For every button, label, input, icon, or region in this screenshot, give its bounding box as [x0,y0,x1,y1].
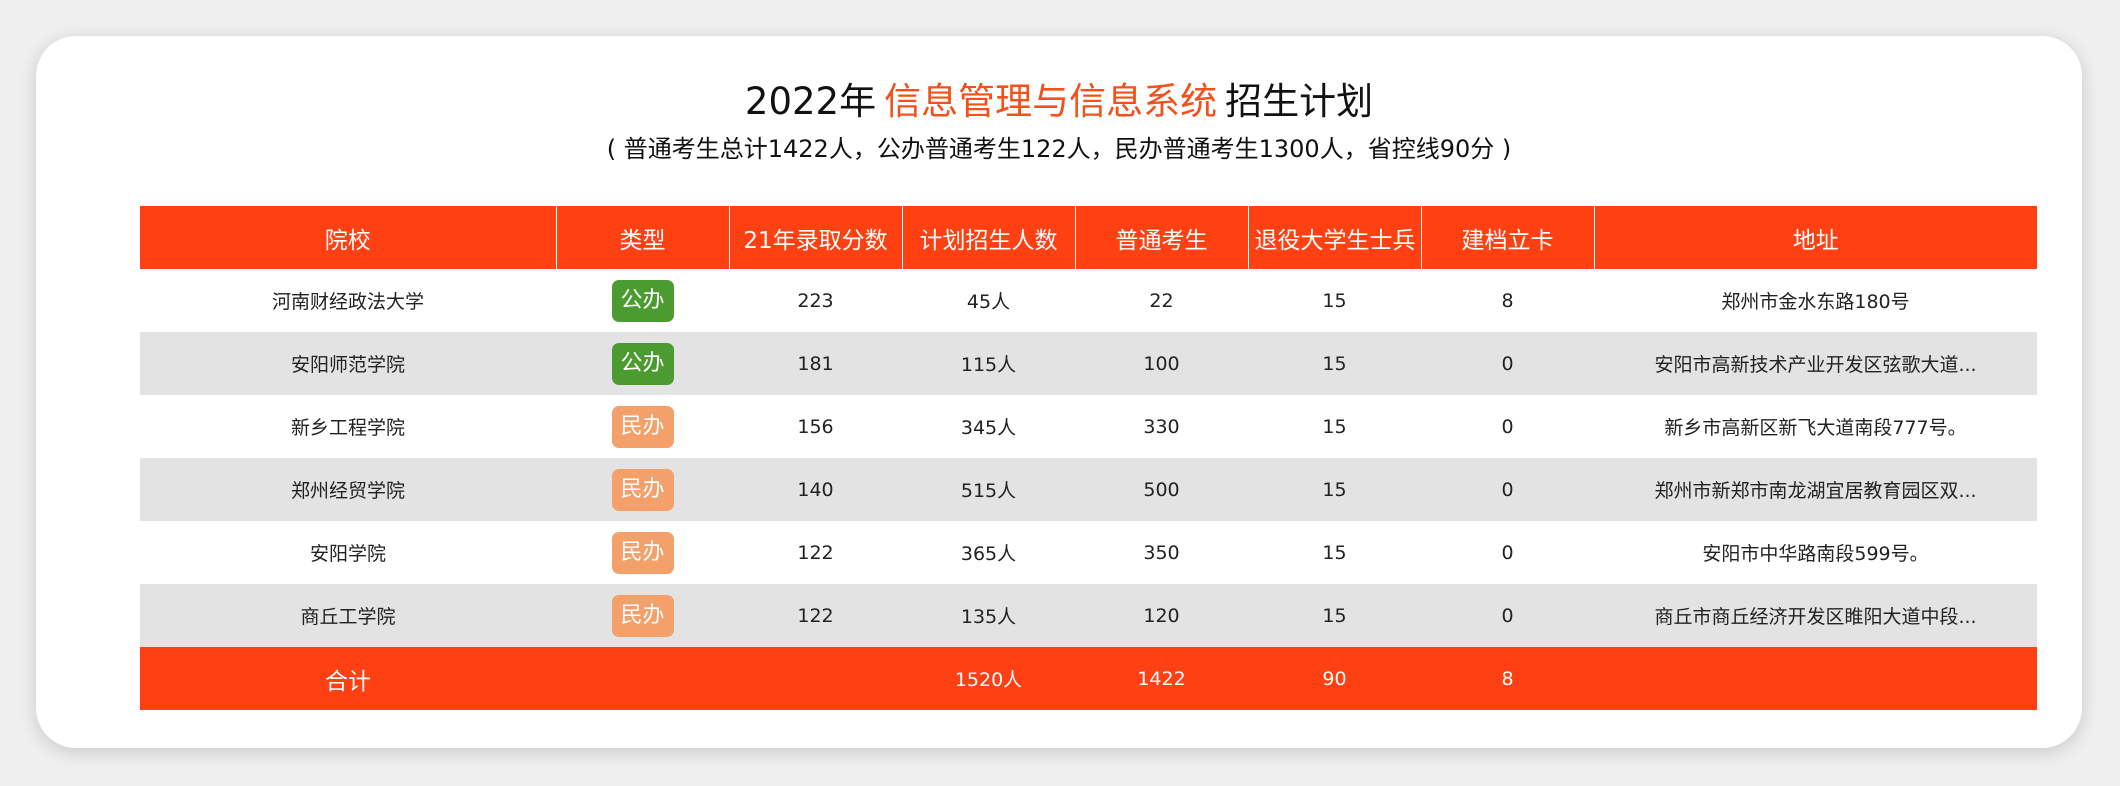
filed-cell: 0 [1421,584,1594,647]
veterans-cell: 15 [1248,332,1421,395]
total-score [729,647,902,710]
total-filed: 8 [1421,647,1594,710]
table-row: 商丘工学院 民办 122 135人 120 15 0 商丘市商丘经济开发区睢阳大… [140,584,2037,647]
col-header-type: 类型 [556,206,730,269]
regular-cell: 500 [1075,458,1248,521]
school-name[interactable]: 河南财经政法大学 [271,291,424,313]
table-header-row: 院校 类型 21年录取分数 计划招生人数 普通考生 退役大学生士兵 建档立卡 地… [140,206,2037,269]
veterans-cell: 15 [1322,541,1347,564]
regular-cell: 330 [1143,415,1180,438]
filed-cell: 0 [1421,458,1594,521]
filed-cell: 0 [1421,332,1594,395]
type-badge: 民办 [611,531,674,574]
admission-plan-table: 院校 类型 21年录取分数 计划招生人数 普通考生 退役大学生士兵 建档立卡 地… [140,206,2037,710]
col-header-address: 地址 [1594,206,2037,269]
total-type [556,647,729,710]
plan-cell: 345人 [960,417,1017,439]
plan-cell: 365人 [960,543,1017,565]
table-row: 郑州经贸学院 民办 140 515人 500 15 0 郑州市新郑市南龙湖宜居教… [140,458,2037,521]
score-cell: 140 [729,458,902,521]
school-name[interactable]: 安阳师范学院 [140,332,556,395]
plan-card: 2022年 信息管理与信息系统 招生计划 ( 普通考生总计1422人，公办普通考生1… [36,36,2082,748]
type-badge: 民办 [611,594,674,637]
total-regular: 1422 [1075,647,1248,710]
plan-cell: 115人 [902,332,1075,395]
total-plan: 1520人 [902,647,1075,710]
score-cell: 156 [797,415,834,438]
regular-cell: 22 [1149,289,1174,312]
address-cell: 安阳市中华路南段599号。 [1702,543,1929,565]
col-header-school: 院校 [140,206,557,269]
address-cell: 郑州市新郑市南龙湖宜居教育园区双... [1594,458,2037,521]
school-name[interactable]: 新乡工程学院 [290,417,405,439]
table-row: 新乡工程学院 民办 156 345人 330 15 0 新乡市高新区新飞大道南段… [140,395,2037,458]
regular-cell: 100 [1075,332,1248,395]
table-row: 安阳学院 民办 122 365人 350 15 0 安阳市中华路南段599号。 [140,521,2037,584]
veterans-cell: 15 [1248,458,1421,521]
title-suffix: 招生计划 [1225,80,1374,123]
table-row: 河南财经政法大学 公办 223 45人 22 15 8 郑州市金水东路180号 [140,269,2037,332]
title-major: 信息管理与信息系统 [884,80,1218,123]
address-cell: 商丘市商丘经济开发区睢阳大道中段... [1594,584,2037,647]
veterans-cell: 15 [1322,415,1347,438]
col-header-score: 21年录取分数 [729,206,903,269]
page-title: 2022年 信息管理与信息系统 招生计划 [36,80,2082,124]
col-header-regular: 普通考生 [1075,206,1249,269]
score-cell: 122 [729,584,902,647]
filed-cell: 8 [1501,289,1514,312]
col-header-filed: 建档立卡 [1421,206,1595,269]
score-cell: 223 [797,289,834,312]
table-row: 安阳师范学院 公办 181 115人 100 15 0 安阳市高新技术产业开发区… [140,332,2037,395]
type-badge: 公办 [611,342,674,385]
col-header-plan: 计划招生人数 [902,206,1076,269]
plan-cell: 45人 [966,291,1011,313]
address-cell: 安阳市高新技术产业开发区弦歌大道... [1594,332,2037,395]
type-badge: 民办 [611,468,674,511]
summary-line: ( 普通考生总计1422人，公办普通考生122人，民办普通考生1300人，省控线… [606,135,1512,163]
filed-cell: 0 [1501,541,1514,564]
address-cell: 新乡市高新区新飞大道南段777号。 [1664,417,1967,439]
plan-cell: 515人 [902,458,1075,521]
school-name[interactable]: 郑州经贸学院 [140,458,556,521]
veterans-cell: 15 [1248,584,1421,647]
total-label: 合计 [140,647,556,710]
col-header-veterans: 退役大学生士兵 [1248,206,1422,269]
title-year: 2022年 [744,80,877,123]
plan-cell: 135人 [902,584,1075,647]
total-row: 合计 1520人 1422 90 8 [140,647,2037,710]
address-cell: 郑州市金水东路180号 [1721,291,1910,313]
regular-cell: 350 [1143,541,1180,564]
school-name[interactable]: 安阳学院 [309,543,386,565]
score-cell: 181 [729,332,902,395]
type-badge: 民办 [611,405,674,448]
filed-cell: 0 [1501,415,1514,438]
veterans-cell: 15 [1322,289,1347,312]
total-address [1594,647,2037,710]
regular-cell: 120 [1075,584,1248,647]
school-name[interactable]: 商丘工学院 [140,584,556,647]
type-badge: 公办 [611,279,674,322]
score-cell: 122 [797,541,834,564]
total-veterans: 90 [1248,647,1421,710]
